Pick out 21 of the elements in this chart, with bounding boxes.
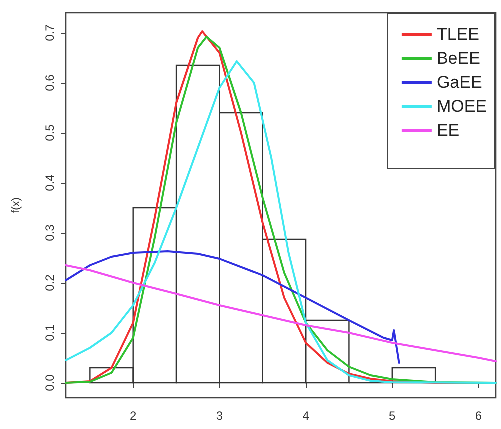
line-series xyxy=(65,264,497,362)
y-tick-label: 0.0 xyxy=(43,374,57,392)
y-tick-label: 0.2 xyxy=(43,274,57,292)
legend-label: MOEE xyxy=(436,97,487,116)
y-tick-label: 0.6 xyxy=(43,74,57,92)
x-tick-label: 6 xyxy=(475,409,482,423)
line-series xyxy=(65,250,400,364)
legend-label: GaEE xyxy=(436,73,482,92)
y-tick-label: 0.4 xyxy=(43,174,57,192)
legend-label: BeEE xyxy=(436,49,480,68)
legend-label: EE xyxy=(436,121,460,140)
x-tick-label: 4 xyxy=(302,409,310,423)
x-tick-label: 3 xyxy=(216,409,224,423)
x-tick-label: 5 xyxy=(389,409,396,423)
y-axis-title: f(x) xyxy=(10,198,22,214)
x-tick-label: 2 xyxy=(130,409,138,423)
y-tick-label: 0.5 xyxy=(43,124,57,142)
y-tick-label: 0.7 xyxy=(43,24,57,42)
y-tick-label: 0.3 xyxy=(43,224,57,242)
y-tick-label: 0.1 xyxy=(43,324,57,342)
legend-label: TLEE xyxy=(436,25,480,44)
